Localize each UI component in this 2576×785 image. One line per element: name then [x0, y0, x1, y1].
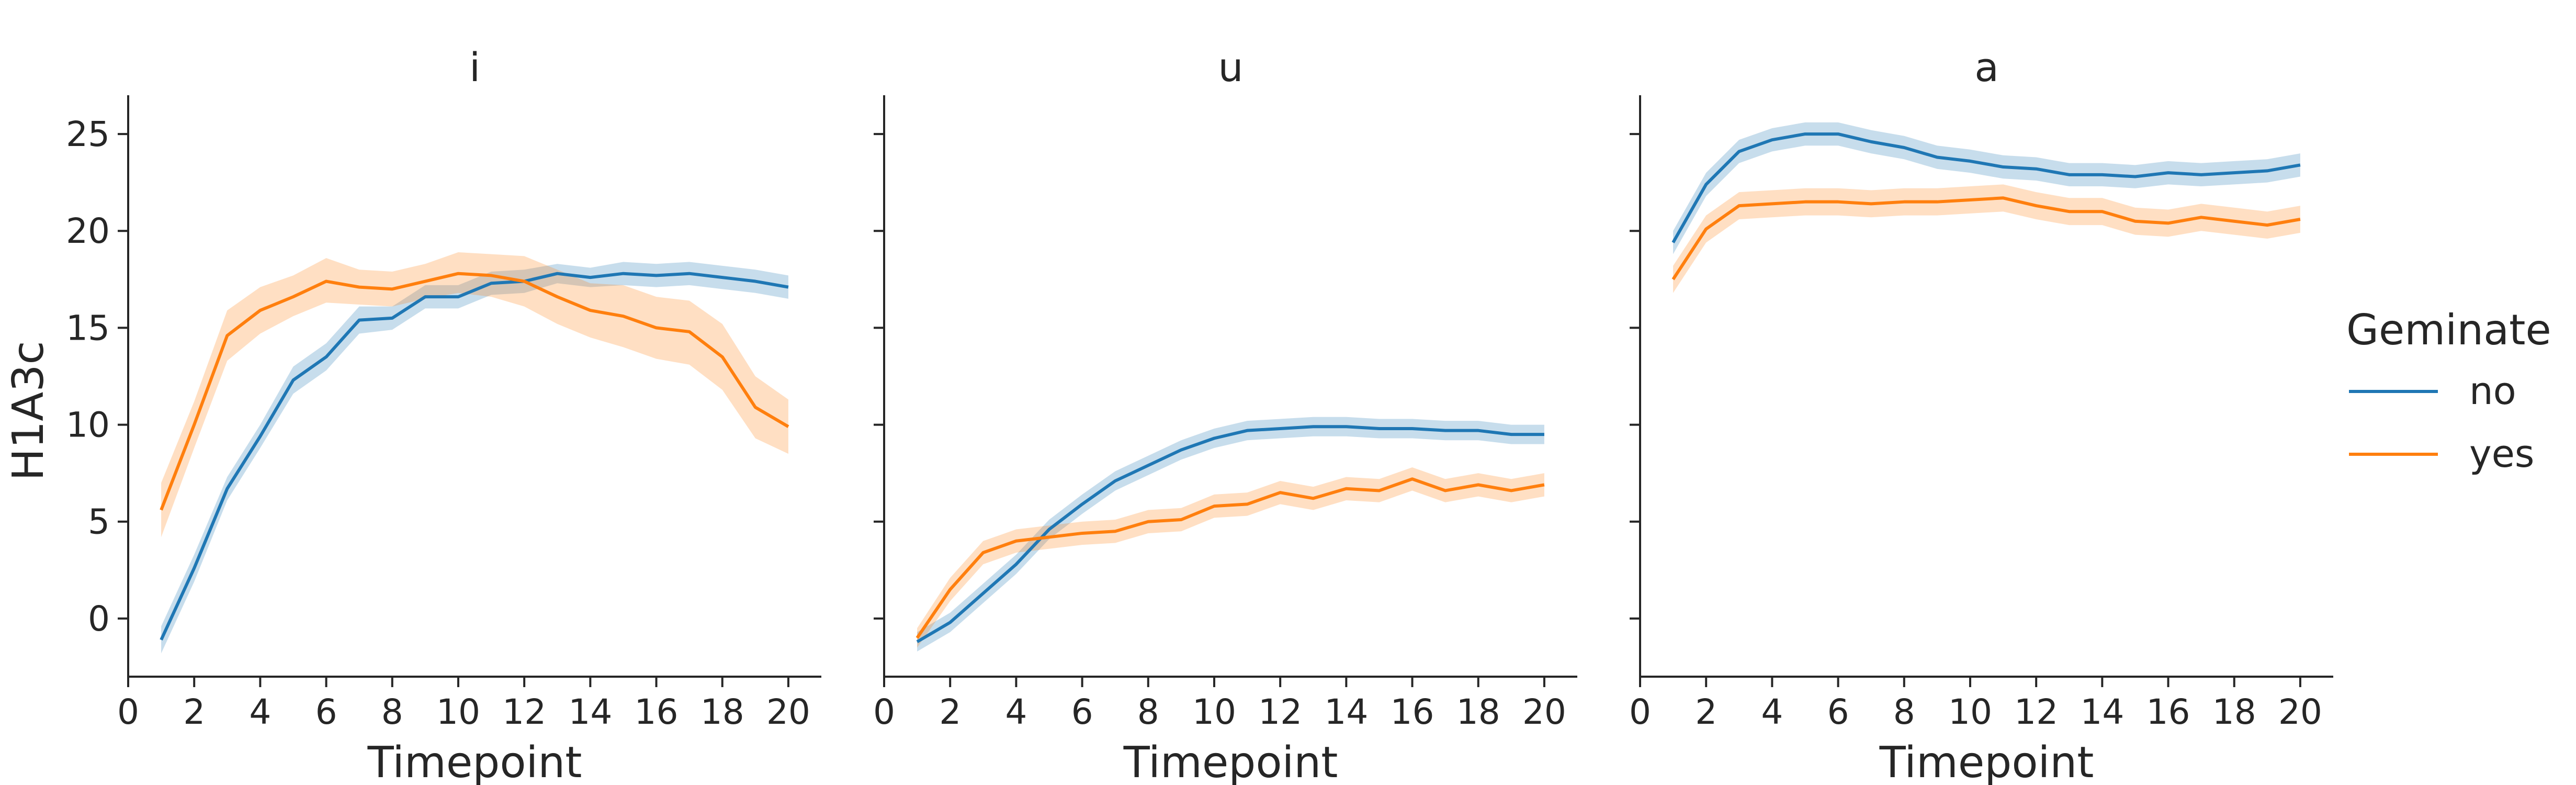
series-line-no	[160, 272, 789, 641]
x-tick-label: 4	[249, 692, 271, 732]
legend-title: Geminate	[2346, 306, 2551, 354]
y-tick-label: 15	[66, 308, 110, 348]
x-tick-label: 2	[1695, 692, 1717, 732]
x-tick-label: 14	[1324, 692, 1368, 732]
x-axis-label: Timepoint	[367, 738, 582, 785]
x-tick-label: 12	[502, 692, 546, 732]
y-axis-label: H1A3c	[4, 341, 53, 480]
x-tick-label: 20	[766, 692, 810, 732]
x-axis-label: Timepoint	[1879, 738, 2094, 785]
x-tick-label: 6	[1071, 692, 1093, 732]
y-tick-label: 10	[66, 405, 110, 445]
facet-panel-a: a 0 2 4 6 8 10 12 14 16 18 20 Timepoint	[1629, 44, 2333, 785]
facet-panel-i: i 0 2 4 6 8 10 12 14 16 18 20 0 5 10 15 20 25 Timepoint	[66, 44, 821, 785]
x-tick-label: 10	[1948, 692, 1992, 732]
x-tick-label: 18	[701, 692, 744, 732]
series-line-yes	[916, 477, 1545, 639]
x-tick-label: 16	[1391, 692, 1434, 732]
legend-label-yes: yes	[2469, 432, 2534, 476]
series-line-no	[1671, 132, 2301, 243]
x-tick-label: 8	[1893, 692, 1915, 732]
ci-band-yes	[161, 252, 788, 537]
x-tick-label: 18	[2212, 692, 2256, 732]
legend: Geminate no yes	[2346, 306, 2551, 476]
x-tick-label: 18	[1456, 692, 1500, 732]
y-tick-label: 5	[88, 502, 110, 542]
series-line-yes	[1671, 196, 2301, 281]
x-tick-label: 16	[2146, 692, 2190, 732]
legend-label-no: no	[2469, 369, 2516, 413]
series-line-no	[916, 425, 1544, 643]
ci-band-no	[161, 262, 788, 654]
x-tick-label: 14	[2080, 692, 2124, 732]
x-tick-label: 6	[1827, 692, 1849, 732]
panel-title: u	[1218, 44, 1243, 91]
x-tick-label: 12	[2014, 692, 2058, 732]
x-tick-label: 0	[117, 692, 139, 732]
y-tick-label: 25	[66, 114, 110, 154]
x-tick-label: 0	[873, 692, 895, 732]
facet-panel-u: u 0 2 4 6 8 10 12 14 16 18 20 Timepoint	[873, 44, 1577, 785]
x-tick-label: 0	[1629, 692, 1651, 732]
x-tick-label: 14	[568, 692, 612, 732]
x-tick-label: 10	[436, 692, 480, 732]
x-tick-label: 8	[1137, 692, 1159, 732]
panel-title: a	[1974, 44, 1999, 91]
x-tick-label: 4	[1761, 692, 1783, 732]
y-tick-label: 20	[66, 211, 110, 251]
x-tick-label: 12	[1258, 692, 1302, 732]
series-line-yes	[160, 272, 789, 511]
x-tick-label: 20	[1522, 692, 1566, 732]
ci-band-yes	[917, 467, 1544, 648]
x-tick-label: 4	[1005, 692, 1027, 732]
ci-band-yes	[1673, 184, 2300, 293]
x-axis-label: Timepoint	[1123, 738, 1338, 785]
x-tick-label: 2	[183, 692, 205, 732]
y-tick-label: 0	[88, 599, 110, 639]
x-tick-label: 6	[315, 692, 337, 732]
x-tick-label: 20	[2278, 692, 2322, 732]
x-tick-label: 10	[1192, 692, 1236, 732]
panel-title: i	[469, 44, 480, 91]
x-tick-label: 8	[381, 692, 403, 732]
x-tick-label: 16	[635, 692, 679, 732]
x-tick-label: 2	[939, 692, 961, 732]
